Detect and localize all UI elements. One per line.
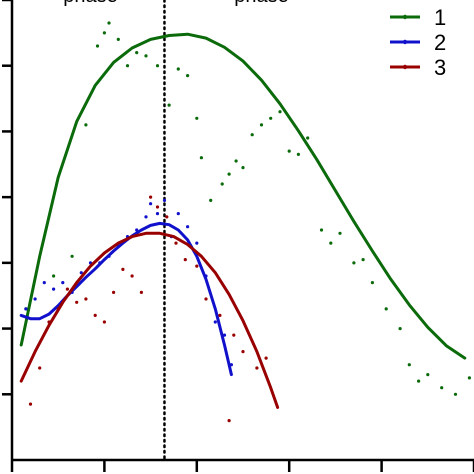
series-1-point xyxy=(269,116,273,120)
series-1-point xyxy=(352,261,356,265)
series-1-fit-line xyxy=(19,32,467,360)
series-3-point xyxy=(65,287,69,291)
series-1-point xyxy=(440,386,444,390)
phase-label: phase xyxy=(234,0,289,7)
series-3-point xyxy=(130,274,134,278)
chart-legend: 123 xyxy=(390,5,446,80)
phase-label-group: phase phase xyxy=(63,0,288,7)
series-1-point xyxy=(125,64,130,68)
series-1-point xyxy=(234,159,238,163)
series-3-point xyxy=(102,320,106,324)
series-3-point xyxy=(121,267,125,271)
series-1-point xyxy=(278,110,282,114)
series-1-point xyxy=(220,182,224,186)
series-2-point xyxy=(144,215,148,219)
series-1-point xyxy=(176,67,180,71)
series-1-point xyxy=(306,136,310,140)
series-1-point xyxy=(453,392,458,396)
series-2-point xyxy=(61,281,65,285)
series-2 xyxy=(19,198,233,377)
series-3-point xyxy=(174,241,178,245)
series-3-point xyxy=(84,297,88,301)
series-layer xyxy=(19,21,471,423)
series-2-point xyxy=(33,297,37,301)
series-3-point xyxy=(204,297,208,301)
series-2-point xyxy=(162,198,167,202)
legend-label-1: 1 xyxy=(434,5,446,30)
series-1-point xyxy=(361,258,365,262)
series-1-point xyxy=(398,327,402,331)
series-1 xyxy=(19,21,471,396)
series-3-point xyxy=(165,215,169,219)
series-1-point xyxy=(199,156,203,160)
series-1-point xyxy=(287,149,291,153)
legend-marker-1 xyxy=(402,14,408,20)
series-1-point xyxy=(107,21,111,25)
series-2-point xyxy=(52,287,56,291)
series-1-point xyxy=(417,379,421,383)
series-2-point xyxy=(24,307,28,311)
series-3-fit-line xyxy=(19,231,280,409)
series-3-point xyxy=(28,402,33,406)
series-1-point xyxy=(155,64,160,68)
series-3-point xyxy=(218,313,222,317)
series-1-point xyxy=(259,123,264,127)
series-1-point xyxy=(407,363,411,367)
series-1-point xyxy=(426,373,430,377)
series-2-point xyxy=(213,320,217,324)
series-2-point xyxy=(42,281,46,285)
series-2-point xyxy=(195,241,199,245)
series-2-fit-line xyxy=(19,221,233,377)
series-1-point xyxy=(296,152,300,156)
series-1-point xyxy=(338,231,342,235)
series-3-point xyxy=(183,258,187,262)
series-3-point xyxy=(75,300,79,304)
series-1-point xyxy=(186,74,190,78)
legend-label-3: 3 xyxy=(434,55,446,80)
series-1-point xyxy=(384,307,388,311)
series-1-point xyxy=(167,103,171,107)
series-1-point xyxy=(370,281,374,285)
series-2-point xyxy=(79,271,83,275)
series-1-point xyxy=(195,116,199,120)
series-3-point xyxy=(195,264,199,268)
series-1-point xyxy=(52,274,56,278)
legend-label-2: 2 xyxy=(434,30,446,55)
phase-label: phase xyxy=(63,0,118,7)
series-3-point xyxy=(255,366,259,370)
series-3-point xyxy=(264,356,268,360)
series-1-point xyxy=(329,241,333,245)
series-2-point xyxy=(186,225,190,229)
legend-marker-3 xyxy=(402,64,408,70)
series-3-point xyxy=(149,195,153,199)
series-1-point xyxy=(241,166,245,170)
series-1-point xyxy=(70,254,74,258)
series-1-point xyxy=(319,228,324,232)
series-3-point xyxy=(232,333,236,337)
series-2-point xyxy=(149,202,153,206)
series-1-point xyxy=(116,37,120,42)
series-1-point xyxy=(227,172,231,176)
series-3-point xyxy=(38,366,42,370)
series-1-point xyxy=(209,198,213,202)
series-3-point xyxy=(139,290,143,294)
series-3-point xyxy=(241,350,245,354)
series-1-point xyxy=(250,133,254,137)
series-1-point xyxy=(135,51,139,55)
series-3-point xyxy=(155,205,160,209)
series-3-point xyxy=(93,313,97,317)
series-2-point xyxy=(176,212,180,216)
series-1-point xyxy=(84,123,88,127)
series-2-point xyxy=(155,212,160,216)
series-1-point xyxy=(467,376,471,380)
series-3 xyxy=(19,195,280,423)
series-3-point xyxy=(227,419,231,423)
series-1-point xyxy=(95,44,100,48)
legend-marker-2 xyxy=(402,39,408,45)
series-1-point xyxy=(144,54,148,58)
series-1-point xyxy=(102,31,106,35)
series-3-point xyxy=(112,290,116,294)
